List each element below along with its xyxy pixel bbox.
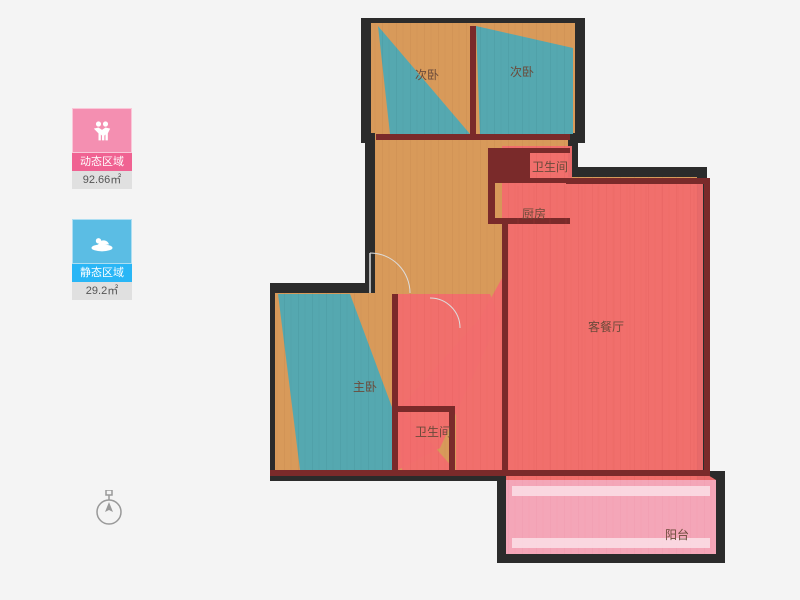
room-label: 厨房 bbox=[522, 205, 546, 222]
sleep-icon bbox=[72, 219, 132, 264]
legend-static: 静态区域 29.2㎡ bbox=[72, 219, 132, 300]
legend-dynamic: 动态区域 92.66㎡ bbox=[72, 108, 132, 189]
people-icon bbox=[72, 108, 132, 153]
legend: 动态区域 92.66㎡ 静态区域 29.2㎡ bbox=[72, 108, 132, 330]
legend-static-value: 29.2㎡ bbox=[72, 282, 132, 300]
room-label: 客餐厅 bbox=[588, 318, 624, 335]
legend-dynamic-label: 动态区域 bbox=[72, 153, 132, 171]
room-label: 卫生间 bbox=[415, 423, 451, 440]
compass-icon bbox=[94, 490, 124, 531]
room-label: 卫生间 bbox=[532, 158, 568, 175]
room-label: 主卧 bbox=[353, 378, 377, 395]
room-label: 次卧 bbox=[510, 63, 534, 80]
legend-dynamic-value: 92.66㎡ bbox=[72, 171, 132, 189]
legend-static-label: 静态区域 bbox=[72, 264, 132, 282]
room-label: 阳台 bbox=[665, 526, 689, 543]
floorplan: 次卧次卧卫生间厨房客餐厅主卧卫生间阳台 bbox=[270, 18, 730, 573]
room-label: 次卧 bbox=[415, 66, 439, 83]
